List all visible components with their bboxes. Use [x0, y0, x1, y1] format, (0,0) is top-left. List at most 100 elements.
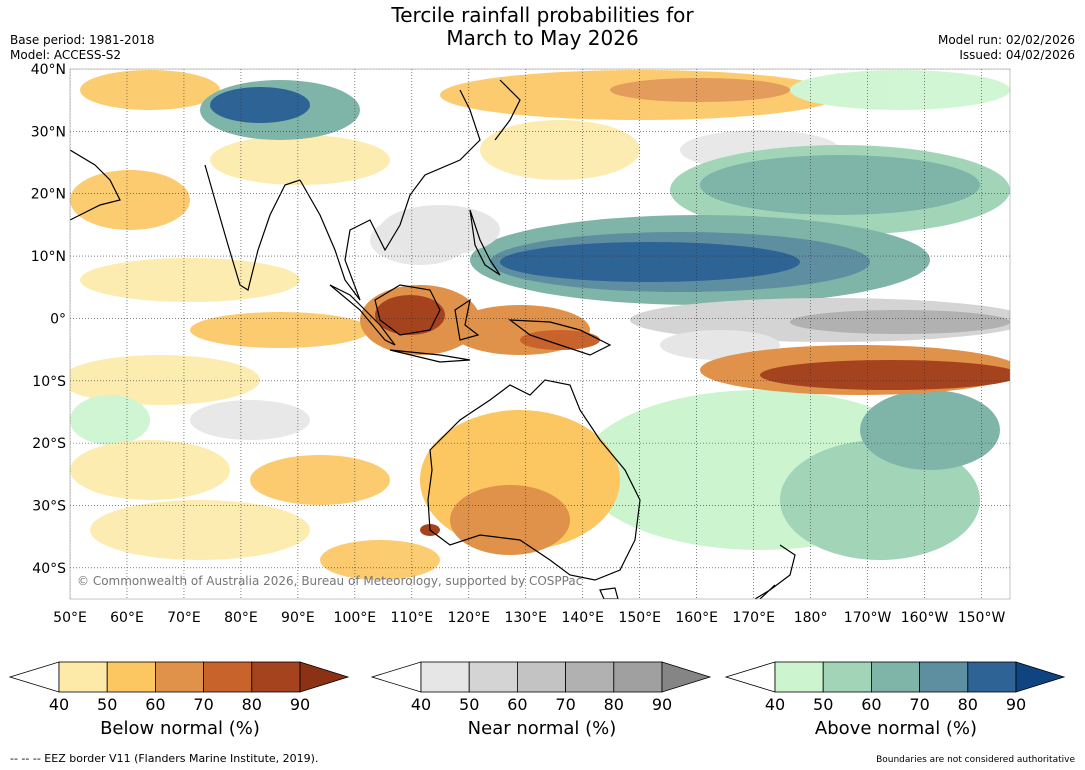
- java-coast: [389, 349, 471, 363]
- colorbar-left-extend: [724, 661, 776, 693]
- japan-coast: [494, 79, 521, 141]
- tasmania-coast: [599, 587, 619, 599]
- colorbar-segment: [774, 661, 824, 693]
- india-coast: [204, 164, 301, 291]
- colorbar-2: 40 50 60 70 80 90: [724, 661, 1066, 714]
- map-area: © Commonwealth of Australia 2026, Bureau…: [70, 69, 1010, 599]
- lon-tick-label: 170°E: [732, 610, 775, 626]
- lon-tick-label: 180°: [794, 610, 828, 626]
- lat-tick-label: 40°N: [31, 62, 66, 78]
- near-normal-band: [380, 205, 1010, 360]
- colorbar-segment: [822, 661, 872, 693]
- colorbar-tick-label: 90: [1006, 695, 1026, 714]
- colorbar-tick-label: 50: [813, 695, 833, 714]
- lon-tick-label: 60°E: [110, 610, 144, 626]
- graticule: [70, 69, 1010, 599]
- colorbar-segment: [58, 661, 108, 693]
- indochina-coast: [299, 89, 481, 301]
- colorbar-tick-label: 40: [411, 695, 431, 714]
- colorbar-segment: [565, 661, 615, 693]
- lon-tick-label: 120°E: [447, 610, 490, 626]
- colorbar-right-extend: [299, 661, 350, 693]
- colorbar-tick-label: 40: [765, 695, 785, 714]
- colorbar-left-extend: [370, 661, 422, 693]
- colorbar-tick-label: 40: [49, 695, 69, 714]
- lon-tick-label: 150°W: [958, 610, 1006, 626]
- lon-tick-label: 110°E: [391, 610, 434, 626]
- longitude-axis: 50°E 60°E 70°E 80°E 90°E 100°E 110°E 120°E 130°E…: [53, 610, 1005, 626]
- colorbar-right-extend: [1015, 661, 1066, 693]
- lon-tick-label: 70°E: [167, 610, 201, 626]
- latitude-axis: 40°N 30°N 20°N 10°N 0° 10°S 20°S 30°S 40°S: [31, 62, 66, 577]
- colorbar-tick-label: 50: [97, 695, 117, 714]
- lat-tick-label: 30°N: [31, 124, 66, 140]
- colorbar-segment: [871, 661, 921, 693]
- colorbar-segment: [154, 661, 204, 693]
- colorbar-tick-label: 80: [958, 695, 978, 714]
- lon-tick-label: 90°E: [281, 610, 315, 626]
- lon-tick-label: 150°E: [618, 610, 661, 626]
- coastlines: [70, 79, 796, 599]
- colorbar-tick-label: 60: [145, 695, 165, 714]
- below-normal-areas: [360, 285, 1010, 555]
- run-info: Model run: 02/02/2026 Issued: 04/02/2026: [938, 33, 1075, 63]
- colorbar-0: 40 50 60 70 80 90: [8, 661, 350, 714]
- colorbar-segment: [203, 661, 253, 693]
- lat-tick-label: 30°S: [32, 498, 66, 514]
- new-guinea-coast: [508, 319, 612, 356]
- lon-tick-label: 140°E: [561, 610, 604, 626]
- colorbar-tick-label: 60: [861, 695, 881, 714]
- issued-date: Issued: 04/02/2026: [959, 48, 1075, 62]
- colorbar-tick-label: 90: [652, 695, 672, 714]
- colorbar-tick-label: 70: [555, 695, 575, 714]
- map-frame: [69, 68, 1011, 600]
- colorbar-segment: [251, 661, 301, 693]
- lon-tick-label: 160°W: [901, 610, 949, 626]
- lon-tick-label: 160°E: [675, 610, 718, 626]
- model-name: Model: ACCESS-S2: [10, 48, 122, 62]
- colorbar-tick-label: 60: [507, 695, 527, 714]
- colorbar-tick-label: 50: [459, 695, 479, 714]
- arabia-coast: [70, 149, 121, 221]
- colorbar-segment: [967, 661, 1017, 693]
- colorbar-tick-label: 90: [290, 695, 310, 714]
- scattered-patches: [70, 70, 1010, 580]
- colorbar-1: 40 50 60 70 80 90: [370, 661, 712, 714]
- above-normal-band: [200, 80, 1010, 560]
- colorbar-right-extend: [661, 661, 712, 693]
- lat-tick-label: 10°N: [31, 249, 66, 265]
- title-line-1: Tercile rainfall probabilities for: [391, 3, 694, 27]
- new-zealand-coast: [754, 544, 796, 599]
- lat-tick-label: 20°S: [32, 436, 66, 452]
- lat-tick-label: 0°: [50, 311, 66, 327]
- near-normal-title: Near normal (%): [467, 718, 617, 739]
- lon-tick-label: 170°W: [844, 610, 892, 626]
- colorbar-segment: [420, 661, 470, 693]
- borneo-coast: [374, 284, 441, 336]
- copyright-text: © Commonwealth of Australia 2026, Bureau…: [77, 574, 582, 588]
- colorbar-tick-label: 80: [604, 695, 624, 714]
- colorbar-left-extend: [8, 661, 60, 693]
- lon-tick-label: 100°E: [334, 610, 377, 626]
- below-normal-title: Below normal (%): [100, 718, 260, 739]
- colorbars: 40 50 60 70 80 90 40 50 60 70 80 90 40 50 60 70 80 90: [8, 661, 1066, 714]
- colorbar-tick-label: 80: [242, 695, 262, 714]
- eez-note: -- -- -- EEZ border V11 (Flanders Marine…: [10, 752, 319, 765]
- colorbar-tick-label: 70: [909, 695, 929, 714]
- colorbar-segment: [613, 661, 663, 693]
- colorbar-segment: [468, 661, 518, 693]
- model-info: Base period: 1981-2018 Model: ACCESS-S2: [10, 33, 155, 63]
- colorbar-segment: [919, 661, 969, 693]
- lat-tick-label: 40°S: [32, 561, 66, 577]
- lat-tick-label: 10°S: [32, 374, 66, 390]
- disclaimer: Boundaries are not considered authoritat…: [876, 755, 1075, 765]
- lon-tick-label: 80°E: [224, 610, 258, 626]
- philippines-coast: [469, 209, 501, 276]
- above-normal-title: Above normal (%): [814, 718, 978, 739]
- colorbar-tick-label: 70: [193, 695, 213, 714]
- australia-coast: [427, 379, 641, 581]
- colorbar-segment: [106, 661, 156, 693]
- colorbar-segment: [517, 661, 567, 693]
- base-period: Base period: 1981-2018: [10, 33, 155, 47]
